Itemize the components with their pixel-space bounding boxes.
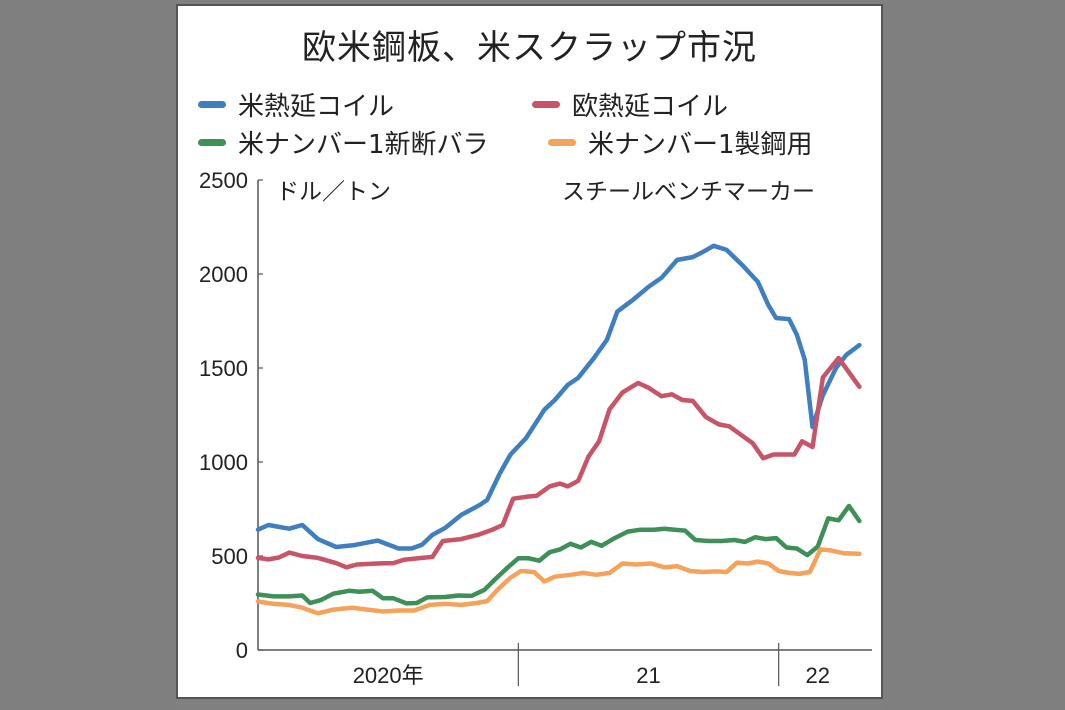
legend-item-us-no1-busheling: 米ナンバー1新断バラ bbox=[198, 124, 489, 161]
legend-swatch-red bbox=[532, 101, 560, 108]
chart-title: 欧米鋼板、米スクラップ市況 bbox=[302, 28, 757, 68]
legend-label: 欧熱延コイル bbox=[572, 92, 729, 122]
legend-label: 米ナンバー1製鋼用 bbox=[588, 130, 813, 160]
x-label-0: 2020年 bbox=[353, 663, 424, 688]
x-label-1: 21 bbox=[636, 663, 660, 688]
series-line-0 bbox=[255, 243, 862, 551]
chart-frame: 欧米鋼板、米スクラップ市況 米熱延コイル 欧熱延コイル 米ナンバー1新断バラ 米… bbox=[176, 4, 883, 699]
legend-item-us-hot-rolled: 米熱延コイル bbox=[198, 86, 394, 123]
legend-label: 米ナンバー1新断バラ bbox=[238, 130, 489, 160]
y-tick-label-1500: 1500 bbox=[199, 356, 248, 381]
series-line-3 bbox=[255, 547, 862, 616]
y-tick-label-2000: 2000 bbox=[199, 262, 248, 287]
chart-plot: 0 500 1000 1500 2000 2500 2020年 21 22 bbox=[199, 168, 872, 688]
right-margin bbox=[883, 0, 1065, 710]
y-axis-unit: ドル／トン bbox=[276, 179, 391, 205]
legend-swatch-orange bbox=[548, 139, 576, 146]
legend-swatch-green bbox=[198, 139, 226, 146]
legend-label: 米熱延コイル bbox=[238, 92, 395, 122]
legend-item-us-no1-heavy-melt: 米ナンバー1製鋼用 bbox=[548, 124, 813, 161]
y-tick-label-1000: 1000 bbox=[199, 450, 248, 475]
data-source: スチールベンチマーカー bbox=[562, 179, 815, 205]
series-line-1 bbox=[255, 355, 862, 570]
legend-swatch-blue bbox=[198, 101, 226, 108]
x-label-2: 22 bbox=[805, 663, 829, 688]
series-line-2 bbox=[255, 503, 862, 606]
y-tick-label-2500: 2500 bbox=[199, 168, 248, 193]
legend-item-eu-hot-rolled: 欧熱延コイル bbox=[532, 86, 728, 123]
y-tick-label-0: 0 bbox=[236, 638, 248, 663]
left-margin bbox=[0, 0, 176, 710]
y-tick-label-500: 500 bbox=[211, 544, 248, 569]
